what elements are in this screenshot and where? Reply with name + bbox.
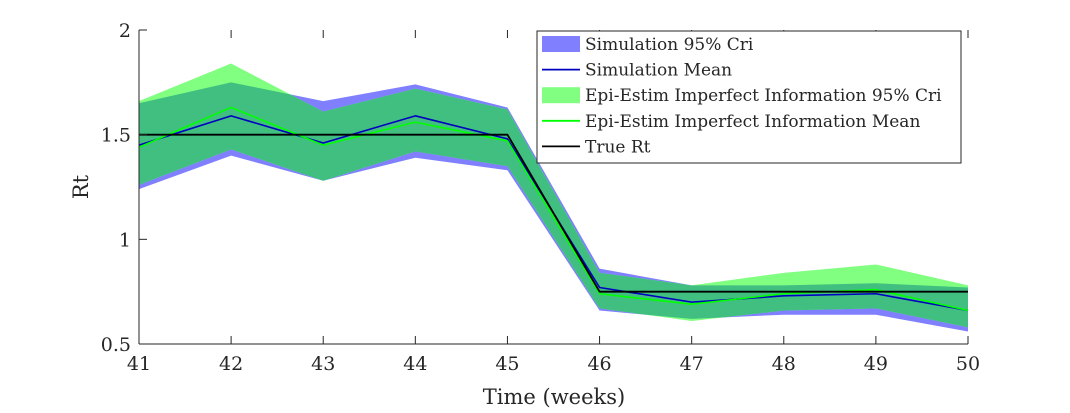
axes bbox=[138, 30, 968, 345]
confidence-bands bbox=[139, 63, 968, 332]
x-tick-label: 49 bbox=[864, 353, 888, 375]
legend-label: Epi-Estim Imperfect Information Mean bbox=[585, 112, 920, 132]
legend-box bbox=[536, 30, 962, 164]
y-tick-label: 0.5 bbox=[101, 334, 131, 356]
legend-label: Epi-Estim Imperfect Information 95% Cri bbox=[585, 86, 942, 106]
y-axis-label: Rt bbox=[69, 174, 93, 199]
legend-label: Simulation Mean bbox=[585, 61, 732, 81]
line-true-rt bbox=[139, 133, 968, 293]
y-tick-label: 2 bbox=[119, 20, 131, 42]
band-overlap-region bbox=[139, 82, 968, 328]
y-tick-label: 1 bbox=[119, 229, 131, 251]
legend-swatch bbox=[542, 87, 580, 104]
x-tick-label: 44 bbox=[403, 353, 427, 375]
legend-swatch bbox=[542, 36, 580, 52]
x-tick-label: 45 bbox=[495, 353, 519, 375]
series-lines bbox=[138, 106, 969, 312]
x-tick-label: 48 bbox=[772, 353, 796, 375]
y-ticks: 0.5 1 1.5 2 bbox=[101, 20, 147, 356]
x-tick-label: 46 bbox=[587, 353, 611, 375]
x-tick-label: 50 bbox=[956, 353, 980, 375]
x-axis-label: Time (weeks) bbox=[483, 385, 625, 409]
y-tick-label: 1.5 bbox=[101, 125, 131, 147]
x-ticks: 41 42 43 44 45 46 47 48 49 50 bbox=[127, 30, 980, 375]
legend: Simulation 95% Cri Simulation Mean Epi-Est… bbox=[536, 30, 962, 164]
x-tick-label: 41 bbox=[127, 353, 151, 375]
x-tick-label: 43 bbox=[311, 353, 335, 375]
legend-label: True Rt bbox=[585, 137, 651, 157]
x-tick-label: 47 bbox=[680, 353, 704, 375]
x-tick-label: 42 bbox=[219, 353, 243, 375]
legend-label: Simulation 95% Cri bbox=[585, 35, 754, 55]
